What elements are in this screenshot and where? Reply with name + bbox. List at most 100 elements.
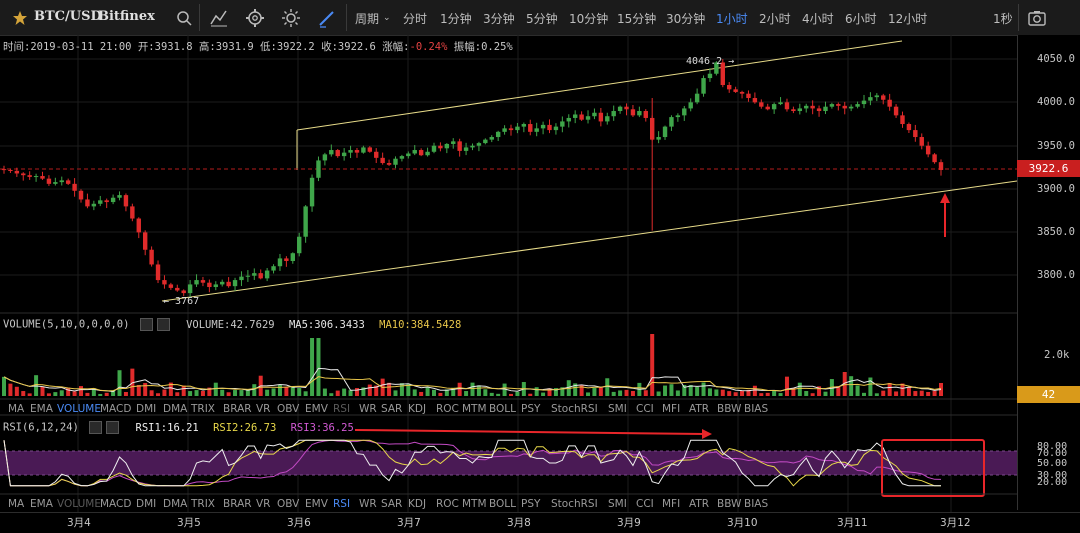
indicator-tab-mtm[interactable]: MTM <box>462 498 487 510</box>
tf-2h[interactable]: 2小时 <box>759 12 791 26</box>
volume-bar <box>573 383 578 396</box>
indicator-tab-ma[interactable]: MA <box>8 498 25 510</box>
indicator-tab-mfi[interactable]: MFI <box>662 403 681 415</box>
volume-title[interactable]: VOLUME(5,10,0,0,0,0) <box>3 318 130 331</box>
indicator-tab-dmi[interactable]: DMI <box>136 403 157 415</box>
indicator-tab-macd[interactable]: MACD <box>100 403 132 415</box>
tf-10m[interactable]: 10分钟 <box>569 12 609 26</box>
draw-icon[interactable] <box>316 7 338 29</box>
search-icon[interactable] <box>173 7 195 29</box>
indicator-tab-macd[interactable]: MACD <box>100 498 132 510</box>
indicator-tab-cci[interactable]: CCI <box>636 403 654 415</box>
period-dropdown[interactable]: 周期 <box>355 12 380 26</box>
indicator-tab-trix[interactable]: TRIX <box>191 403 215 415</box>
settings-icon[interactable] <box>89 421 103 434</box>
candle-body <box>823 106 828 112</box>
close-icon[interactable] <box>106 421 120 434</box>
indicator-tab-kdj[interactable]: KDJ <box>408 403 427 415</box>
close-icon[interactable] <box>156 318 170 331</box>
indicator-tab-psy[interactable]: PSY <box>521 498 541 510</box>
price-label: 3800.0 <box>1037 269 1075 281</box>
rsi-title[interactable]: RSI(6,12,24) <box>3 421 79 434</box>
indicator-tab-dmi[interactable]: DMI <box>136 498 157 510</box>
volume-bar <box>21 391 26 396</box>
indicator-tab-atr[interactable]: ATR <box>689 403 710 415</box>
indicator-tab-boll[interactable]: BOLL <box>489 498 516 510</box>
tf-12h[interactable]: 12小时 <box>888 12 928 26</box>
indicator-tab-volume[interactable]: VOLUME <box>57 498 101 510</box>
indicator-tab-boll[interactable]: BOLL <box>489 403 516 415</box>
tf-3m[interactable]: 3分钟 <box>483 12 515 26</box>
indicator-tab-atr[interactable]: ATR <box>689 498 710 510</box>
indicator-tab-rsi[interactable]: RSI <box>333 403 351 415</box>
indicator-tab-ema[interactable]: EMA <box>30 403 53 415</box>
indicator-tab-bias[interactable]: BIAS <box>744 403 769 415</box>
camera-icon[interactable] <box>1026 7 1048 29</box>
indicator-tab-bbw[interactable]: BBW <box>717 498 742 510</box>
indicator-tab-wr[interactable]: WR <box>359 403 377 415</box>
indicator-tab-smi[interactable]: SMI <box>608 498 627 510</box>
indicator-tab-vr[interactable]: VR <box>256 498 271 510</box>
volume-bar <box>91 388 96 396</box>
indicator-tab-wr[interactable]: WR <box>359 498 377 510</box>
indicator-tab-obv[interactable]: OBV <box>277 403 300 415</box>
tf-tick[interactable]: 分时 <box>403 12 428 26</box>
tf-1m[interactable]: 1分钟 <box>440 12 472 26</box>
high-marker-value: 4046.2 <box>686 56 723 67</box>
trend-channel-upper[interactable] <box>296 40 903 131</box>
candle-body <box>59 180 64 183</box>
indicator-icon[interactable] <box>208 7 230 29</box>
chevron-down-icon[interactable]: ⌄ <box>383 13 391 23</box>
indicator-tab-emv[interactable]: EMV <box>305 498 328 510</box>
price-axis[interactable] <box>1017 35 1080 510</box>
indicator-tab-mfi[interactable]: MFI <box>662 498 681 510</box>
indicator-tab-cci[interactable]: CCI <box>636 498 654 510</box>
tf-5m[interactable]: 5分钟 <box>526 12 558 26</box>
tf-30m[interactable]: 30分钟 <box>666 12 706 26</box>
theme-icon[interactable] <box>280 7 302 29</box>
indicator-tab-vr[interactable]: VR <box>256 403 271 415</box>
indicator-tab-brar[interactable]: BRAR <box>223 498 252 510</box>
indicator-tab-roc[interactable]: ROC <box>436 403 459 415</box>
indicator-tab-stochrsi[interactable]: StochRSI <box>551 498 598 510</box>
indicator-tab-ema[interactable]: EMA <box>30 498 53 510</box>
indicator-tab-dma[interactable]: DMA <box>163 403 188 415</box>
indicator-tab-sar[interactable]: SAR <box>381 498 403 510</box>
tf-15m[interactable]: 15分钟 <box>617 12 657 26</box>
volume-bar <box>887 382 892 396</box>
candle-body <box>65 180 71 184</box>
tf-6h[interactable]: 6小时 <box>845 12 877 26</box>
indicator-tab-emv[interactable]: EMV <box>305 403 328 415</box>
volume-bar <box>46 393 51 396</box>
indicator-tab-kdj[interactable]: KDJ <box>408 498 427 510</box>
trend-channel-lower[interactable] <box>161 180 1018 302</box>
indicator-tab-mtm[interactable]: MTM <box>462 403 487 415</box>
indicator-tab-psy[interactable]: PSY <box>521 403 541 415</box>
date-axis[interactable] <box>0 512 1080 533</box>
tf-4h[interactable]: 4小时 <box>802 12 834 26</box>
indicator-tab-smi[interactable]: SMI <box>608 403 627 415</box>
volume-bar <box>111 390 116 396</box>
indicator-tab-sar[interactable]: SAR <box>381 403 403 415</box>
candle-body <box>175 287 180 291</box>
indicator-tab-ma[interactable]: MA <box>8 403 25 415</box>
candle-body <box>78 190 84 200</box>
indicator-tab-obv[interactable]: OBV <box>277 498 300 510</box>
candle-body <box>393 158 398 165</box>
indicator-tab-dma[interactable]: DMA <box>163 498 188 510</box>
indicator-tab-bias[interactable]: BIAS <box>744 498 769 510</box>
tf-1h[interactable]: 1小时 <box>716 12 748 26</box>
indicator-tab-stochrsi[interactable]: StochRSI <box>551 403 598 415</box>
indicator-tab-volume[interactable]: VOLUME <box>57 403 101 415</box>
indicator-tab-roc[interactable]: ROC <box>436 498 459 510</box>
star-icon[interactable] <box>12 10 28 26</box>
refresh-interval[interactable]: 1秒 <box>993 12 1013 26</box>
indicator-tab-brar[interactable]: BRAR <box>223 403 252 415</box>
candle-body <box>624 106 629 110</box>
indicator-tab-rsi[interactable]: RSI <box>333 498 351 510</box>
settings-icon[interactable] <box>139 318 153 331</box>
settings-icon[interactable] <box>244 7 266 29</box>
indicator-tab-trix[interactable]: TRIX <box>191 498 215 510</box>
indicator-tab-bbw[interactable]: BBW <box>717 403 742 415</box>
